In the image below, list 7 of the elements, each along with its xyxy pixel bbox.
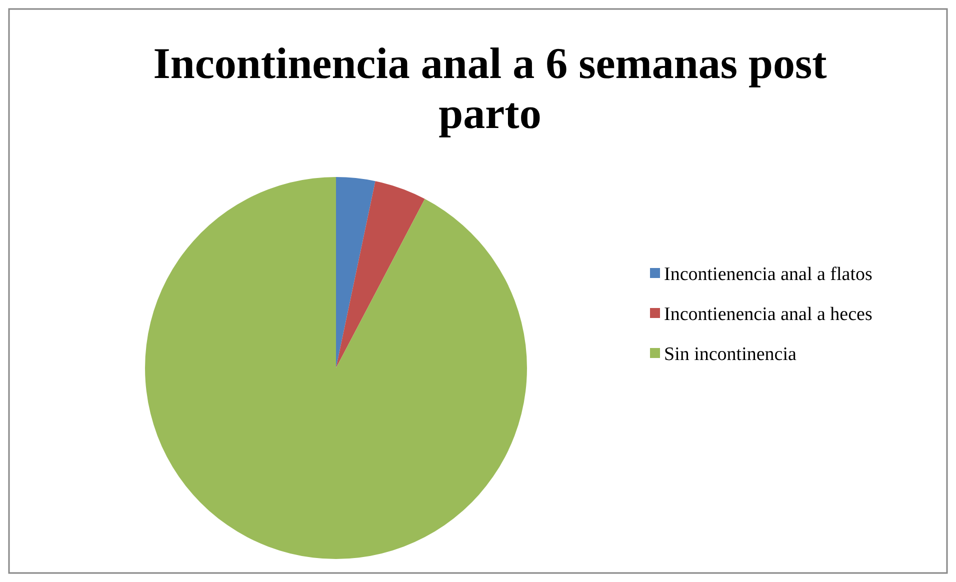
chart-title: Incontinencia anal a 6 semanas post parto bbox=[153, 39, 828, 138]
legend-label: Incontienencia anal a flatos bbox=[664, 264, 872, 285]
pie-slice bbox=[336, 177, 376, 368]
pie-slice bbox=[145, 177, 527, 559]
legend-label: Sin incontinencia bbox=[664, 344, 798, 365]
legend-label: Incontienencia anal a heces bbox=[664, 304, 872, 325]
pie-slice bbox=[336, 181, 425, 368]
